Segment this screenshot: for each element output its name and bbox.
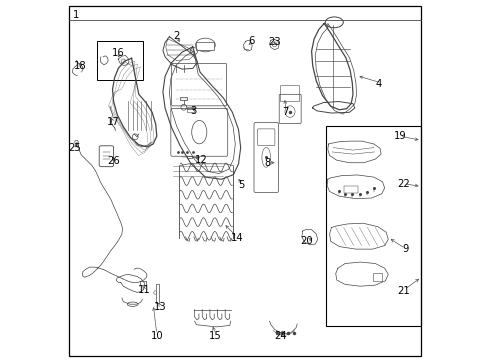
- Bar: [156, 284, 159, 303]
- Text: 2: 2: [173, 31, 180, 41]
- Text: 21: 21: [398, 286, 411, 296]
- Text: 8: 8: [265, 158, 271, 168]
- Text: 18: 18: [74, 60, 86, 71]
- Text: 12: 12: [195, 155, 207, 165]
- Text: 20: 20: [300, 236, 313, 246]
- Bar: [344, 186, 358, 193]
- Text: 7: 7: [282, 107, 289, 117]
- Bar: [326, 126, 421, 326]
- Text: 24: 24: [275, 330, 287, 341]
- Text: 11: 11: [138, 285, 150, 295]
- Text: 15: 15: [209, 330, 222, 341]
- Text: 6: 6: [248, 36, 254, 46]
- Bar: [187, 156, 192, 158]
- Text: 25: 25: [69, 143, 81, 153]
- Text: 4: 4: [375, 78, 381, 89]
- Text: 17: 17: [106, 117, 119, 127]
- Text: 22: 22: [397, 179, 410, 189]
- Bar: [196, 42, 214, 50]
- Text: 3: 3: [191, 106, 197, 116]
- Text: 26: 26: [107, 156, 120, 166]
- Text: 10: 10: [150, 330, 163, 341]
- Bar: [373, 273, 382, 281]
- Bar: [97, 41, 144, 80]
- Text: 14: 14: [231, 233, 244, 243]
- Bar: [180, 97, 187, 100]
- Text: 9: 9: [402, 244, 408, 254]
- Text: 23: 23: [269, 37, 281, 48]
- Bar: [140, 281, 146, 285]
- Text: 13: 13: [154, 302, 167, 312]
- Text: 5: 5: [238, 180, 245, 190]
- Bar: [187, 107, 194, 112]
- Text: 16: 16: [112, 48, 124, 58]
- Text: 1: 1: [73, 10, 79, 20]
- Text: 19: 19: [393, 131, 406, 141]
